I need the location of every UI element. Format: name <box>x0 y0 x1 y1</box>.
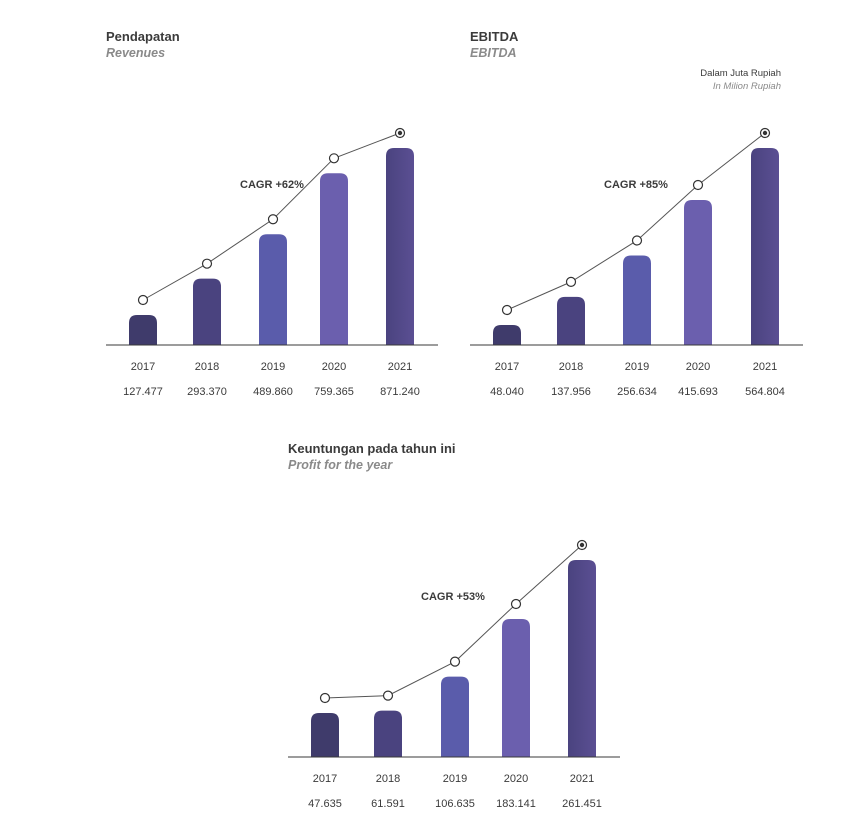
revenue-year-label: 2021 <box>388 361 412 373</box>
ebitda-bar-2021 <box>751 148 779 345</box>
revenue-year-label: 2019 <box>261 361 285 373</box>
profit-value-label: 61.591 <box>371 798 405 810</box>
ebitda-cagr-label: CAGR +85% <box>604 179 668 191</box>
profit-chart-subtitle: Profit for the year <box>288 458 393 472</box>
ebitda-marker-2017 <box>501 304 513 316</box>
ebitda-value-label: 48.040 <box>490 386 524 398</box>
ebitda-bar-2019 <box>623 255 651 345</box>
profit-year-label: 2021 <box>570 773 594 785</box>
revenue-bar-2019 <box>259 234 287 345</box>
profit-bar-2018 <box>374 710 402 757</box>
revenue-year-label: 2020 <box>322 361 346 373</box>
ebitda-value-label: 256.634 <box>617 386 657 398</box>
revenue-marker-2017 <box>137 294 149 306</box>
ebitda-bar-2020 <box>684 200 712 345</box>
profit-cagr-label: CAGR +53% <box>421 591 485 603</box>
revenue-bar-2020 <box>320 173 348 345</box>
profit-year-label: 2019 <box>443 773 467 785</box>
revenue-marker-2020 <box>328 153 340 164</box>
revenue-chart-subtitle: Revenues <box>106 46 166 60</box>
revenue-value-label: 127.477 <box>123 386 163 398</box>
ebitda-year-label: 2021 <box>753 361 777 373</box>
ebitda-chart-title: EBITDA <box>470 29 519 44</box>
ebitda-year-label: 2019 <box>625 361 649 373</box>
ebitda-bar-2018 <box>557 296 585 345</box>
profit-bar-2020 <box>502 619 530 757</box>
profit-chart-title: Keuntungan pada tahun ini <box>288 441 456 456</box>
ebitda-marker-dot-2021 <box>762 130 768 136</box>
ebitda-value-label: 137.956 <box>551 386 591 398</box>
profit-bar-2019 <box>441 676 469 757</box>
revenue-marker-2018 <box>201 258 213 269</box>
profit-bar-2021 <box>568 560 596 757</box>
ebitda-value-label: 415.693 <box>678 386 718 398</box>
revenue-bar-2017 <box>129 315 157 345</box>
unit-note: Dalam Juta Rupiah <box>700 68 781 79</box>
revenue-value-label: 759.365 <box>314 386 354 398</box>
revenue-bar-2018 <box>193 278 221 345</box>
profit-value-label: 47.635 <box>308 798 342 810</box>
ebitda-value-label: 564.804 <box>745 386 785 398</box>
revenue-chart-title: Pendapatan <box>106 29 180 44</box>
profit-marker-2017 <box>319 692 331 704</box>
revenue-bar-2021 <box>386 148 414 345</box>
revenue-year-label: 2017 <box>131 361 155 373</box>
profit-year-label: 2017 <box>313 773 337 785</box>
ebitda-marker-2019 <box>631 235 643 246</box>
profit-marker-dot-2021 <box>579 542 585 548</box>
revenue-value-label: 871.240 <box>380 386 420 398</box>
profit-year-label: 2020 <box>504 773 528 785</box>
ebitda-year-label: 2018 <box>559 361 583 373</box>
profit-year-label: 2018 <box>376 773 400 785</box>
profit-value-label: 261.451 <box>562 798 602 810</box>
profit-marker-2020 <box>510 598 522 610</box>
revenue-marker-2019 <box>267 214 279 225</box>
profit-marker-2018 <box>382 690 394 701</box>
revenue-cagr-label: CAGR +62% <box>240 179 304 191</box>
ebitda-bar-2017 <box>493 325 521 345</box>
revenue-year-label: 2018 <box>195 361 219 373</box>
unit-note-en: In Milion Rupiah <box>712 81 781 92</box>
ebitda-chart-subtitle: EBITDA <box>470 46 517 60</box>
ebitda-year-label: 2017 <box>495 361 519 373</box>
profit-trend-line <box>324 544 583 699</box>
revenue-marker-dot-2021 <box>397 130 403 136</box>
ebitda-year-label: 2020 <box>686 361 710 373</box>
profit-bar-2017 <box>311 713 339 757</box>
profit-value-label: 183.141 <box>496 798 536 810</box>
ebitda-marker-2018 <box>565 276 577 287</box>
ebitda-marker-2020 <box>692 179 704 191</box>
profit-value-label: 106.635 <box>435 798 475 810</box>
revenue-value-label: 293.370 <box>187 386 227 398</box>
revenue-value-label: 489.860 <box>253 386 293 398</box>
profit-marker-2019 <box>449 656 461 667</box>
